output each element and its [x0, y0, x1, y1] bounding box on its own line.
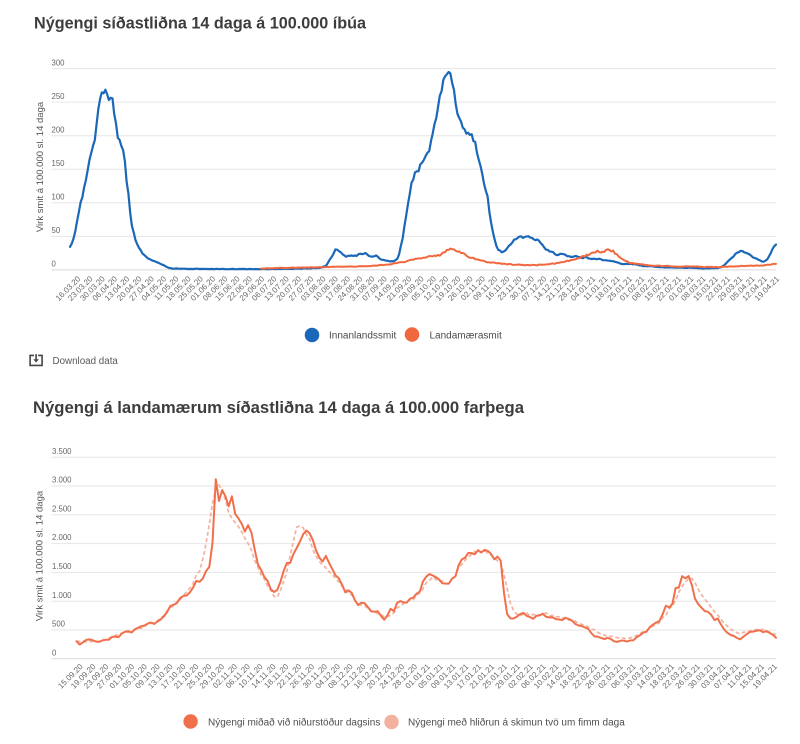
svg-text:200: 200 — [52, 126, 66, 135]
svg-text:0: 0 — [52, 648, 57, 657]
svg-text:Nýgengi miðað við niðurstöður: Nýgengi miðað við niðurstöður dagsins — [208, 716, 380, 728]
svg-text:250: 250 — [52, 92, 66, 101]
svg-text:2.500: 2.500 — [52, 504, 72, 513]
svg-text:Innanlandssmit: Innanlandssmit — [329, 331, 396, 342]
svg-text:Nýgengi síðastliðna 14 daga á: Nýgengi síðastliðna 14 daga á 100.000 íb… — [34, 15, 367, 33]
svg-text:1.000: 1.000 — [52, 591, 72, 600]
svg-text:50: 50 — [52, 226, 61, 235]
svg-text:150: 150 — [52, 159, 66, 168]
svg-text:Nýgengi á landamærum síðastlið: Nýgengi á landamærum síðastliðna 14 daga… — [33, 399, 525, 417]
svg-text:300: 300 — [52, 58, 66, 67]
svg-text:Download data: Download data — [53, 356, 119, 367]
svg-text:Virk smit á 100.000 sl. 14 dag: Virk smit á 100.000 sl. 14 daga — [35, 101, 46, 232]
svg-text:500: 500 — [52, 620, 66, 629]
svg-text:0: 0 — [52, 260, 57, 269]
svg-text:2.000: 2.000 — [52, 533, 72, 542]
svg-text:Landamærasmit: Landamærasmit — [430, 331, 502, 342]
svg-text:1.500: 1.500 — [52, 562, 72, 571]
svg-text:100: 100 — [52, 193, 66, 202]
svg-text:Nýgengi með hliðrun á skimun t: Nýgengi með hliðrun á skimun tvö um fimm… — [408, 716, 625, 728]
svg-text:Virk smit á 100.000 sl. 14 dag: Virk smit á 100.000 sl. 14 daga — [35, 490, 46, 621]
svg-text:3.000: 3.000 — [52, 476, 72, 485]
svg-text:3.500: 3.500 — [52, 447, 72, 456]
